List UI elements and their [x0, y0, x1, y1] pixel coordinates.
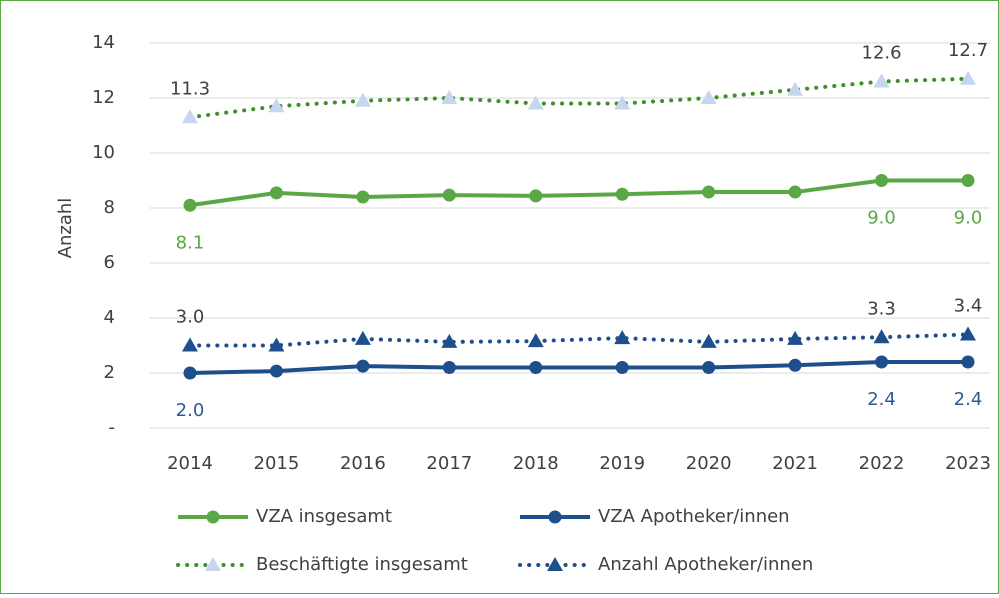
- point: [441, 90, 458, 104]
- x-tick-label: 2016: [340, 453, 386, 474]
- point: [354, 330, 371, 345]
- x-tick-label: 2023: [945, 453, 991, 474]
- point: [183, 198, 197, 212]
- point: [787, 330, 804, 345]
- point: [960, 70, 976, 85]
- legend-marker: [548, 510, 562, 524]
- value-label: 12.7: [948, 40, 988, 61]
- point: [788, 358, 802, 372]
- x-tick-label: 2022: [859, 453, 905, 474]
- series-line: [189, 178, 968, 208]
- point: [700, 90, 717, 104]
- point: [702, 361, 716, 374]
- legend-label: Beschäftigte insgesamt: [256, 554, 468, 575]
- legend-label: Anzahl Apotheker/innen: [598, 554, 813, 575]
- point: [875, 355, 889, 369]
- point: [442, 361, 456, 374]
- point: [356, 190, 370, 204]
- point: [269, 364, 283, 378]
- point: [183, 366, 197, 380]
- series-line: [188, 332, 970, 348]
- point: [182, 337, 198, 352]
- value-label: 9.0: [954, 208, 983, 229]
- y-tick-label: 2: [104, 362, 115, 383]
- value-label: 3.0: [176, 307, 205, 328]
- point: [614, 330, 631, 345]
- x-tick-label: 2017: [426, 453, 472, 474]
- y-tick-label: 12: [92, 87, 115, 108]
- point: [354, 92, 371, 107]
- y-tick-label: -: [109, 417, 116, 438]
- x-tick-label: 2014: [167, 453, 213, 474]
- point: [269, 186, 283, 200]
- point: [787, 81, 804, 96]
- point: [702, 185, 716, 199]
- point: [615, 361, 629, 374]
- series-line: [189, 360, 968, 375]
- point: [961, 174, 975, 187]
- value-label: 2.4: [954, 389, 983, 410]
- legend-label: VZA Apotheker/innen: [598, 506, 790, 527]
- x-tick-label: 2018: [513, 453, 559, 474]
- x-tick-label: 2021: [772, 453, 818, 474]
- value-label: 8.1: [176, 232, 205, 253]
- value-label: 3.3: [867, 298, 896, 319]
- value-label: 3.4: [954, 296, 983, 317]
- y-axis-label: Anzahl: [55, 198, 76, 259]
- point: [614, 95, 631, 110]
- y-tick-label: 10: [92, 142, 115, 163]
- point: [268, 337, 285, 352]
- legend-marker: [205, 557, 221, 571]
- value-label: 11.3: [170, 78, 210, 99]
- value-label: 2.0: [176, 400, 205, 421]
- y-tick-label: 4: [104, 307, 115, 328]
- point: [615, 187, 629, 201]
- point: [961, 355, 975, 369]
- point: [529, 361, 543, 374]
- point: [441, 333, 458, 348]
- point: [960, 326, 976, 341]
- x-tick-label: 2019: [599, 453, 645, 474]
- legend-marker: [547, 557, 563, 571]
- y-tick-label: 14: [92, 32, 115, 53]
- point: [875, 174, 889, 187]
- point: [356, 359, 370, 373]
- value-label: 2.4: [867, 389, 896, 410]
- point: [788, 185, 802, 199]
- point: [529, 189, 543, 203]
- point: [527, 95, 544, 110]
- point: [182, 109, 198, 124]
- y-tick-label: 6: [104, 252, 115, 273]
- point: [268, 98, 285, 113]
- value-label: 12.6: [862, 43, 902, 64]
- y-tick-label: 8: [104, 197, 115, 218]
- x-tick-label: 2020: [686, 453, 732, 474]
- point: [442, 188, 456, 202]
- value-label: 9.0: [867, 208, 896, 229]
- legend-label: VZA insgesamt: [256, 506, 392, 527]
- legend-marker: [206, 510, 220, 524]
- point: [527, 333, 544, 348]
- x-tick-label: 2015: [254, 453, 300, 474]
- series-line: [188, 76, 970, 120]
- point: [873, 73, 890, 88]
- point: [700, 333, 717, 348]
- point: [873, 329, 890, 344]
